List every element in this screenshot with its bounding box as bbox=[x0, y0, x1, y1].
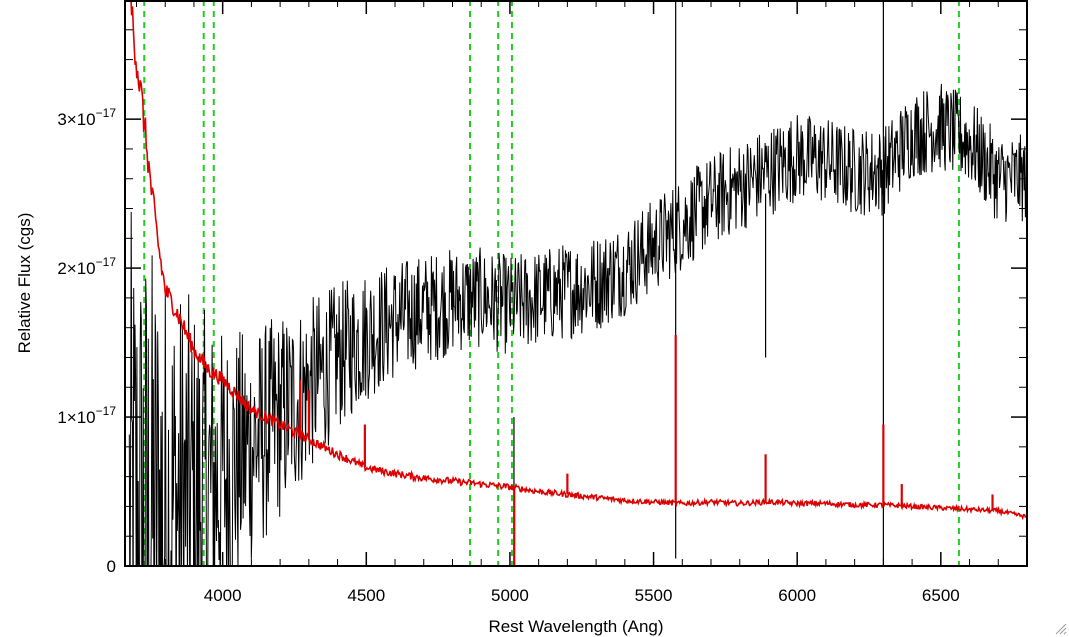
x-tick-label-5: 6500 bbox=[922, 586, 960, 605]
x-tick-label-4: 6000 bbox=[778, 586, 816, 605]
x-axis-label: Rest Wavelength (Ang) bbox=[488, 617, 663, 636]
series-layer bbox=[128, 0, 1027, 566]
plot-frame bbox=[124, 0, 1028, 567]
y-axis-label: Relative Flux (cgs) bbox=[15, 213, 34, 354]
x-tick-label-3: 5500 bbox=[635, 586, 673, 605]
resize-grip-icon[interactable] bbox=[1053, 621, 1067, 635]
series-error-line bbox=[130, 0, 1027, 521]
y-tick-label-1: 1×10−17 bbox=[57, 404, 116, 427]
y-tick-label-2: 2×10−17 bbox=[57, 255, 116, 278]
x-tick-label-0: 4000 bbox=[204, 586, 242, 605]
x-tick-label-2: 5000 bbox=[491, 586, 529, 605]
series-observed-line bbox=[128, 83, 1027, 566]
y-tick-label-0: 0 bbox=[107, 557, 116, 576]
y-tick-label-3: 3×10−17 bbox=[57, 106, 116, 129]
axis-ticks bbox=[125, 0, 1028, 567]
x-tick-label-1: 4500 bbox=[347, 586, 385, 605]
tick-labels: 4000 4500 5000 5500 6000 6500 0 1×10−17 2×10−17 3… bbox=[57, 106, 959, 605]
